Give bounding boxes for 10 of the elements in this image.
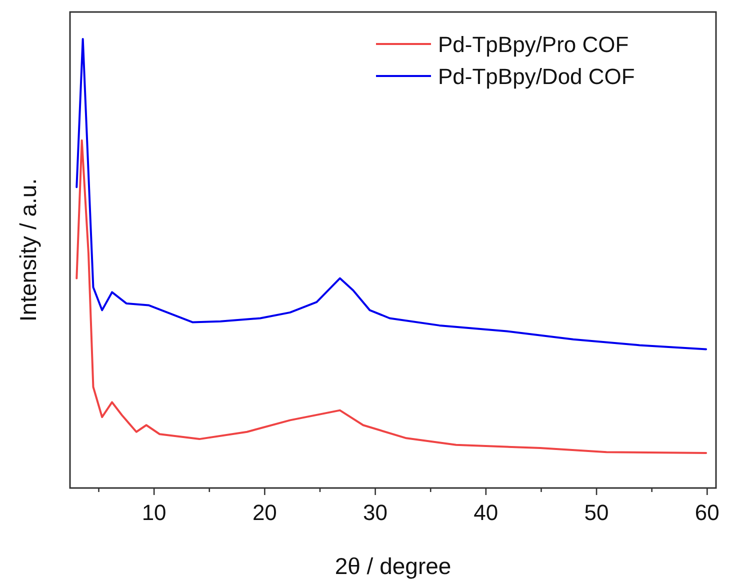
x-tick-label: 50 [584, 500, 609, 525]
x-tick-label: 60 [694, 500, 720, 525]
legend-label: Pd-TpBpy/Dod COF [438, 64, 635, 89]
y-axis-title: Intensity / a.u. [15, 178, 41, 322]
x-axis-title: 2θ / degree [334, 553, 452, 579]
x-tick-label: 30 [363, 500, 388, 525]
x-tick-label: 40 [474, 500, 498, 525]
x-tick-label: 10 [142, 500, 166, 525]
legend-label: Pd-TpBpy/Pro COF [438, 32, 629, 57]
x-tick-label: 20 [252, 500, 277, 525]
